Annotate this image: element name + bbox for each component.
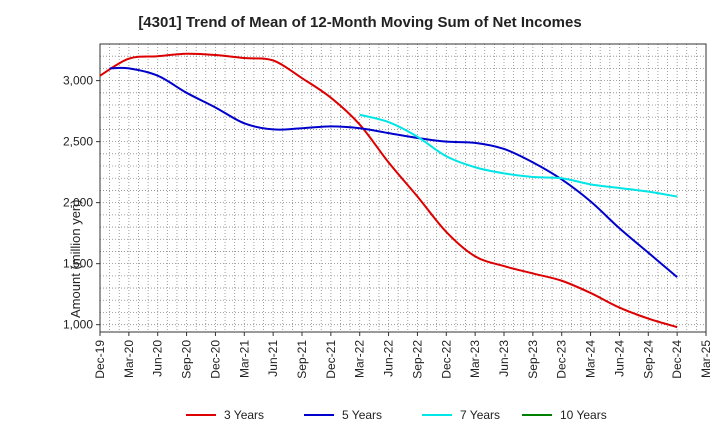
x-tick-label: Jun-23 — [497, 340, 511, 377]
x-tick-label: Sep-21 — [295, 340, 309, 379]
x-tick-label: Dec-23 — [555, 340, 569, 379]
y-tick-label: 3,000 — [63, 74, 93, 88]
x-tick-label: Mar-25 — [699, 340, 713, 378]
x-tick-label: Mar-22 — [353, 340, 367, 378]
x-tick-label: Jun-22 — [382, 340, 396, 377]
x-tick-label: Dec-24 — [670, 340, 684, 379]
series-line-2 — [359, 113, 678, 198]
grid-lines — [99, 43, 707, 332]
legend-label-0: 3 Years — [224, 408, 264, 422]
y-tick-label: 1,500 — [63, 257, 93, 271]
legend-label-2: 7 Years — [460, 408, 500, 422]
y-tick-label: 2,000 — [63, 196, 93, 210]
x-tick-label: Sep-24 — [641, 340, 655, 379]
series-lines — [99, 52, 678, 329]
x-tick-label: Mar-24 — [584, 340, 598, 378]
x-tick-label: Sep-20 — [180, 340, 194, 379]
x-tick-label: Sep-22 — [410, 340, 424, 379]
x-tick-label: Mar-21 — [237, 340, 251, 378]
x-tick-label: Dec-19 — [93, 340, 107, 379]
plot-frame — [99, 43, 707, 333]
legend: 3 Years 5 Years 7 Years 10 Years — [186, 408, 607, 422]
x-tick-label: Sep-23 — [526, 340, 540, 379]
y-tick-label: 2,500 — [63, 135, 93, 149]
legend-label-3: 10 Years — [560, 408, 607, 422]
x-tick-label: Dec-21 — [324, 340, 338, 379]
x-tick-label: Jun-24 — [612, 340, 626, 377]
x-tick-label: Jun-20 — [151, 340, 165, 377]
series-line-0 — [99, 52, 678, 329]
y-tick-label: 1,000 — [63, 318, 93, 332]
x-tick-label: Jun-21 — [266, 340, 280, 377]
x-tick-label: Mar-23 — [468, 340, 482, 378]
legend-label-1: 5 Years — [342, 408, 382, 422]
x-ticks: Dec-19 Mar-20 Jun-20 Sep-20 Dec-20 Mar-21 Jun-… — [93, 332, 713, 379]
y-ticks: 1,000 1,500 2,000 2,500 3,000 — [63, 74, 100, 332]
x-tick-label: Mar-20 — [122, 340, 136, 378]
chart-title: [4301] Trend of Mean of 12-Month Moving … — [138, 14, 582, 31]
series-line-1 — [109, 66, 678, 278]
x-tick-label: Dec-22 — [439, 340, 453, 379]
axes — [99, 43, 707, 333]
x-tick-label: Dec-20 — [208, 340, 222, 379]
